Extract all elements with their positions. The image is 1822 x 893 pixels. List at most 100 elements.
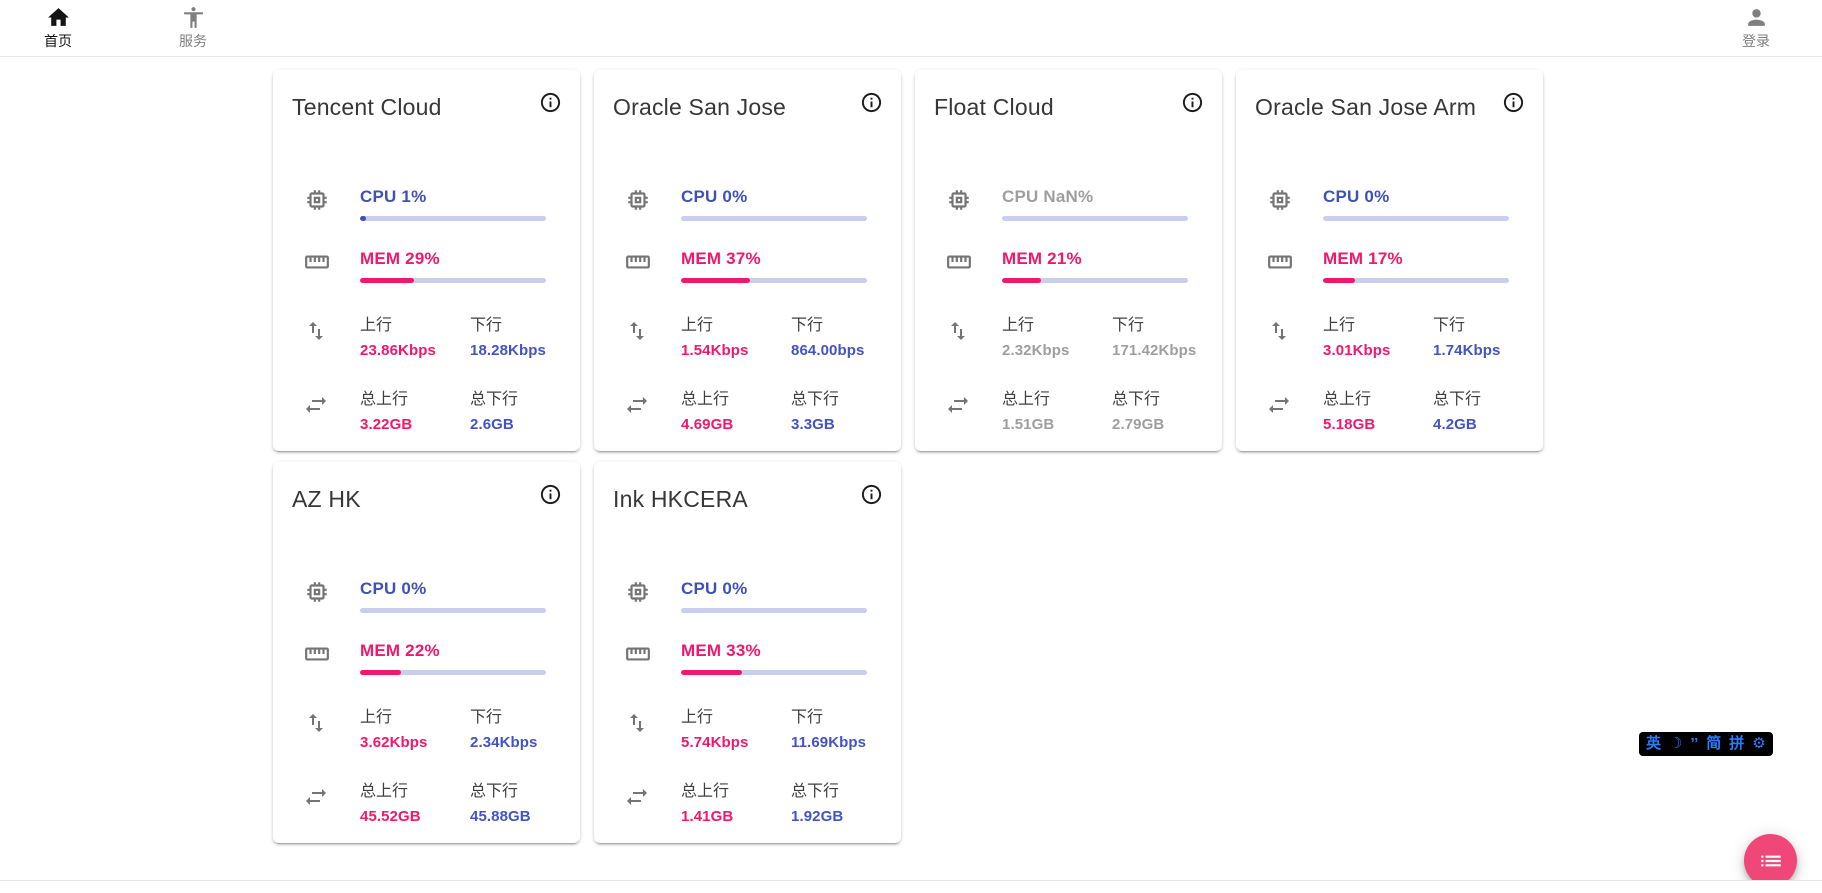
speed-row: 上行 23.86Kbps 下行 18.28Kbps	[292, 311, 561, 359]
up-label: 上行	[360, 317, 393, 334]
cpu-chip-icon	[613, 579, 681, 613]
nav-item-home[interactable]: 首页	[33, 5, 83, 51]
up-speed-value: 3.01Kbps	[1323, 342, 1391, 359]
info-button[interactable]	[858, 483, 884, 509]
total-traffic-row: 总上行 3.22GB 总下行 2.6GB	[292, 385, 561, 433]
cpu-progress-bar	[681, 608, 867, 613]
server-name: Oracle San Jose Arm	[1255, 94, 1477, 120]
swap-vert-icon	[1255, 311, 1323, 359]
info-button[interactable]	[1179, 91, 1205, 117]
ime-pinyin-toggle[interactable]: 拼	[1729, 735, 1745, 752]
server-list-fab[interactable]	[1744, 834, 1797, 887]
cpu-chip-icon	[613, 187, 681, 221]
punctuation-toggle[interactable]: ’’	[1690, 735, 1699, 752]
person-icon	[1747, 9, 1765, 26]
mem-usage-text: MEM 37%	[681, 249, 761, 268]
cpu-chip-icon	[934, 187, 1002, 221]
server-card: Oracle San Jose CPU 0% MEM 37%	[594, 70, 901, 451]
down-label: 下行	[1433, 317, 1466, 334]
info-button[interactable]	[858, 91, 884, 117]
top-nav: 首页 服务 登录	[0, 0, 1822, 57]
speed-row: 上行 3.01Kbps 下行 1.74Kbps	[1255, 311, 1524, 359]
mem-usage-text: MEM 17%	[1323, 249, 1403, 268]
total-down-label: 总下行	[1433, 391, 1482, 408]
swap-horiz-icon	[934, 385, 1002, 433]
down-speed-value: 2.34Kbps	[470, 734, 538, 751]
info-button[interactable]	[537, 91, 563, 117]
total-up-label: 总上行	[360, 783, 409, 800]
mem-row: MEM 37%	[613, 249, 882, 283]
gear-icon[interactable]: ⚙	[1752, 735, 1766, 752]
speed-row: 上行 3.62Kbps 下行 2.34Kbps	[292, 703, 561, 751]
nav-services-label: 服务	[179, 33, 207, 49]
total-up-label: 总上行	[360, 391, 409, 408]
down-speed-value: 18.28Kbps	[470, 342, 546, 359]
swap-vert-icon	[292, 703, 360, 751]
cpu-row: CPU 1%	[292, 187, 561, 221]
info-icon	[861, 92, 881, 113]
server-name: Oracle San Jose	[613, 94, 787, 120]
mem-progress-bar	[681, 278, 867, 283]
mem-progress-bar	[360, 278, 546, 283]
total-down-value: 1.92GB	[791, 808, 844, 825]
up-speed-value: 23.86Kbps	[360, 342, 436, 359]
cpu-progress-bar	[360, 216, 546, 221]
mem-usage-text: MEM 22%	[360, 641, 440, 660]
swap-horiz-icon	[292, 385, 360, 433]
server-name: Float Cloud	[934, 94, 1054, 120]
nav-item-login[interactable]: 登录	[1731, 5, 1781, 51]
cpu-row: CPU 0%	[1255, 187, 1524, 221]
total-traffic-row: 总上行 5.18GB 总下行 4.2GB	[1255, 385, 1524, 433]
total-down-label: 总下行	[1112, 391, 1161, 408]
server-stats: CPU 1% MEM 29% 上行	[292, 187, 561, 433]
moon-icon[interactable]: ☽	[1669, 735, 1683, 752]
ruler-icon	[292, 249, 360, 283]
cpu-usage-text: CPU NaN%	[1002, 187, 1094, 206]
footer-divider	[0, 880, 1822, 893]
total-up-value: 45.52GB	[360, 808, 421, 825]
swap-horiz-icon	[1255, 385, 1323, 433]
nav-item-services[interactable]: 服务	[168, 5, 218, 51]
total-traffic-row: 总上行 4.69GB 总下行 3.3GB	[613, 385, 882, 433]
server-name: Tencent Cloud	[292, 94, 442, 120]
info-icon	[861, 484, 881, 505]
down-speed-value: 171.42Kbps	[1112, 342, 1197, 359]
up-label: 上行	[681, 709, 714, 726]
info-icon	[540, 92, 560, 113]
server-name: Ink HKCERA	[613, 486, 748, 512]
mem-progress-bar	[1323, 278, 1509, 283]
server-card: Ink HKCERA CPU 0% MEM 33%	[594, 462, 901, 843]
info-icon	[1503, 92, 1523, 113]
ime-toolbar: 英 ☽ ’’ 简 拼 ⚙	[1639, 732, 1773, 756]
accessibility-icon	[183, 7, 203, 28]
speed-row: 上行 2.32Kbps 下行 171.42Kbps	[934, 311, 1203, 359]
total-down-label: 总下行	[470, 783, 519, 800]
ime-language-toggle[interactable]: 英	[1646, 735, 1662, 752]
down-speed-value: 1.74Kbps	[1433, 342, 1501, 359]
cpu-progress-bar	[360, 608, 546, 613]
total-down-value: 3.3GB	[791, 416, 835, 433]
nav-home-label: 首页	[44, 33, 72, 49]
total-down-value: 2.79GB	[1112, 416, 1165, 433]
server-stats: CPU 0% MEM 22% 上行	[292, 579, 561, 825]
up-label: 上行	[360, 709, 393, 726]
up-speed-value: 2.32Kbps	[1002, 342, 1070, 359]
cpu-usage-text: CPU 0%	[681, 579, 748, 598]
ruler-icon	[1255, 249, 1323, 283]
ruler-icon	[613, 249, 681, 283]
speed-row: 上行 1.54Kbps 下行 864.00bps	[613, 311, 882, 359]
cpu-row: CPU NaN%	[934, 187, 1203, 221]
total-down-label: 总下行	[791, 783, 840, 800]
ruler-icon	[934, 249, 1002, 283]
mem-progress-bar	[681, 670, 867, 675]
cpu-chip-icon	[292, 579, 360, 613]
info-button[interactable]	[1500, 91, 1526, 117]
total-up-value: 1.41GB	[681, 808, 734, 825]
swap-vert-icon	[292, 311, 360, 359]
down-label: 下行	[470, 317, 503, 334]
info-button[interactable]	[537, 483, 563, 509]
total-down-label: 总下行	[470, 391, 519, 408]
info-icon	[540, 484, 560, 505]
down-speed-value: 11.69Kbps	[791, 734, 867, 751]
ime-simplified-toggle[interactable]: 简	[1706, 735, 1722, 752]
